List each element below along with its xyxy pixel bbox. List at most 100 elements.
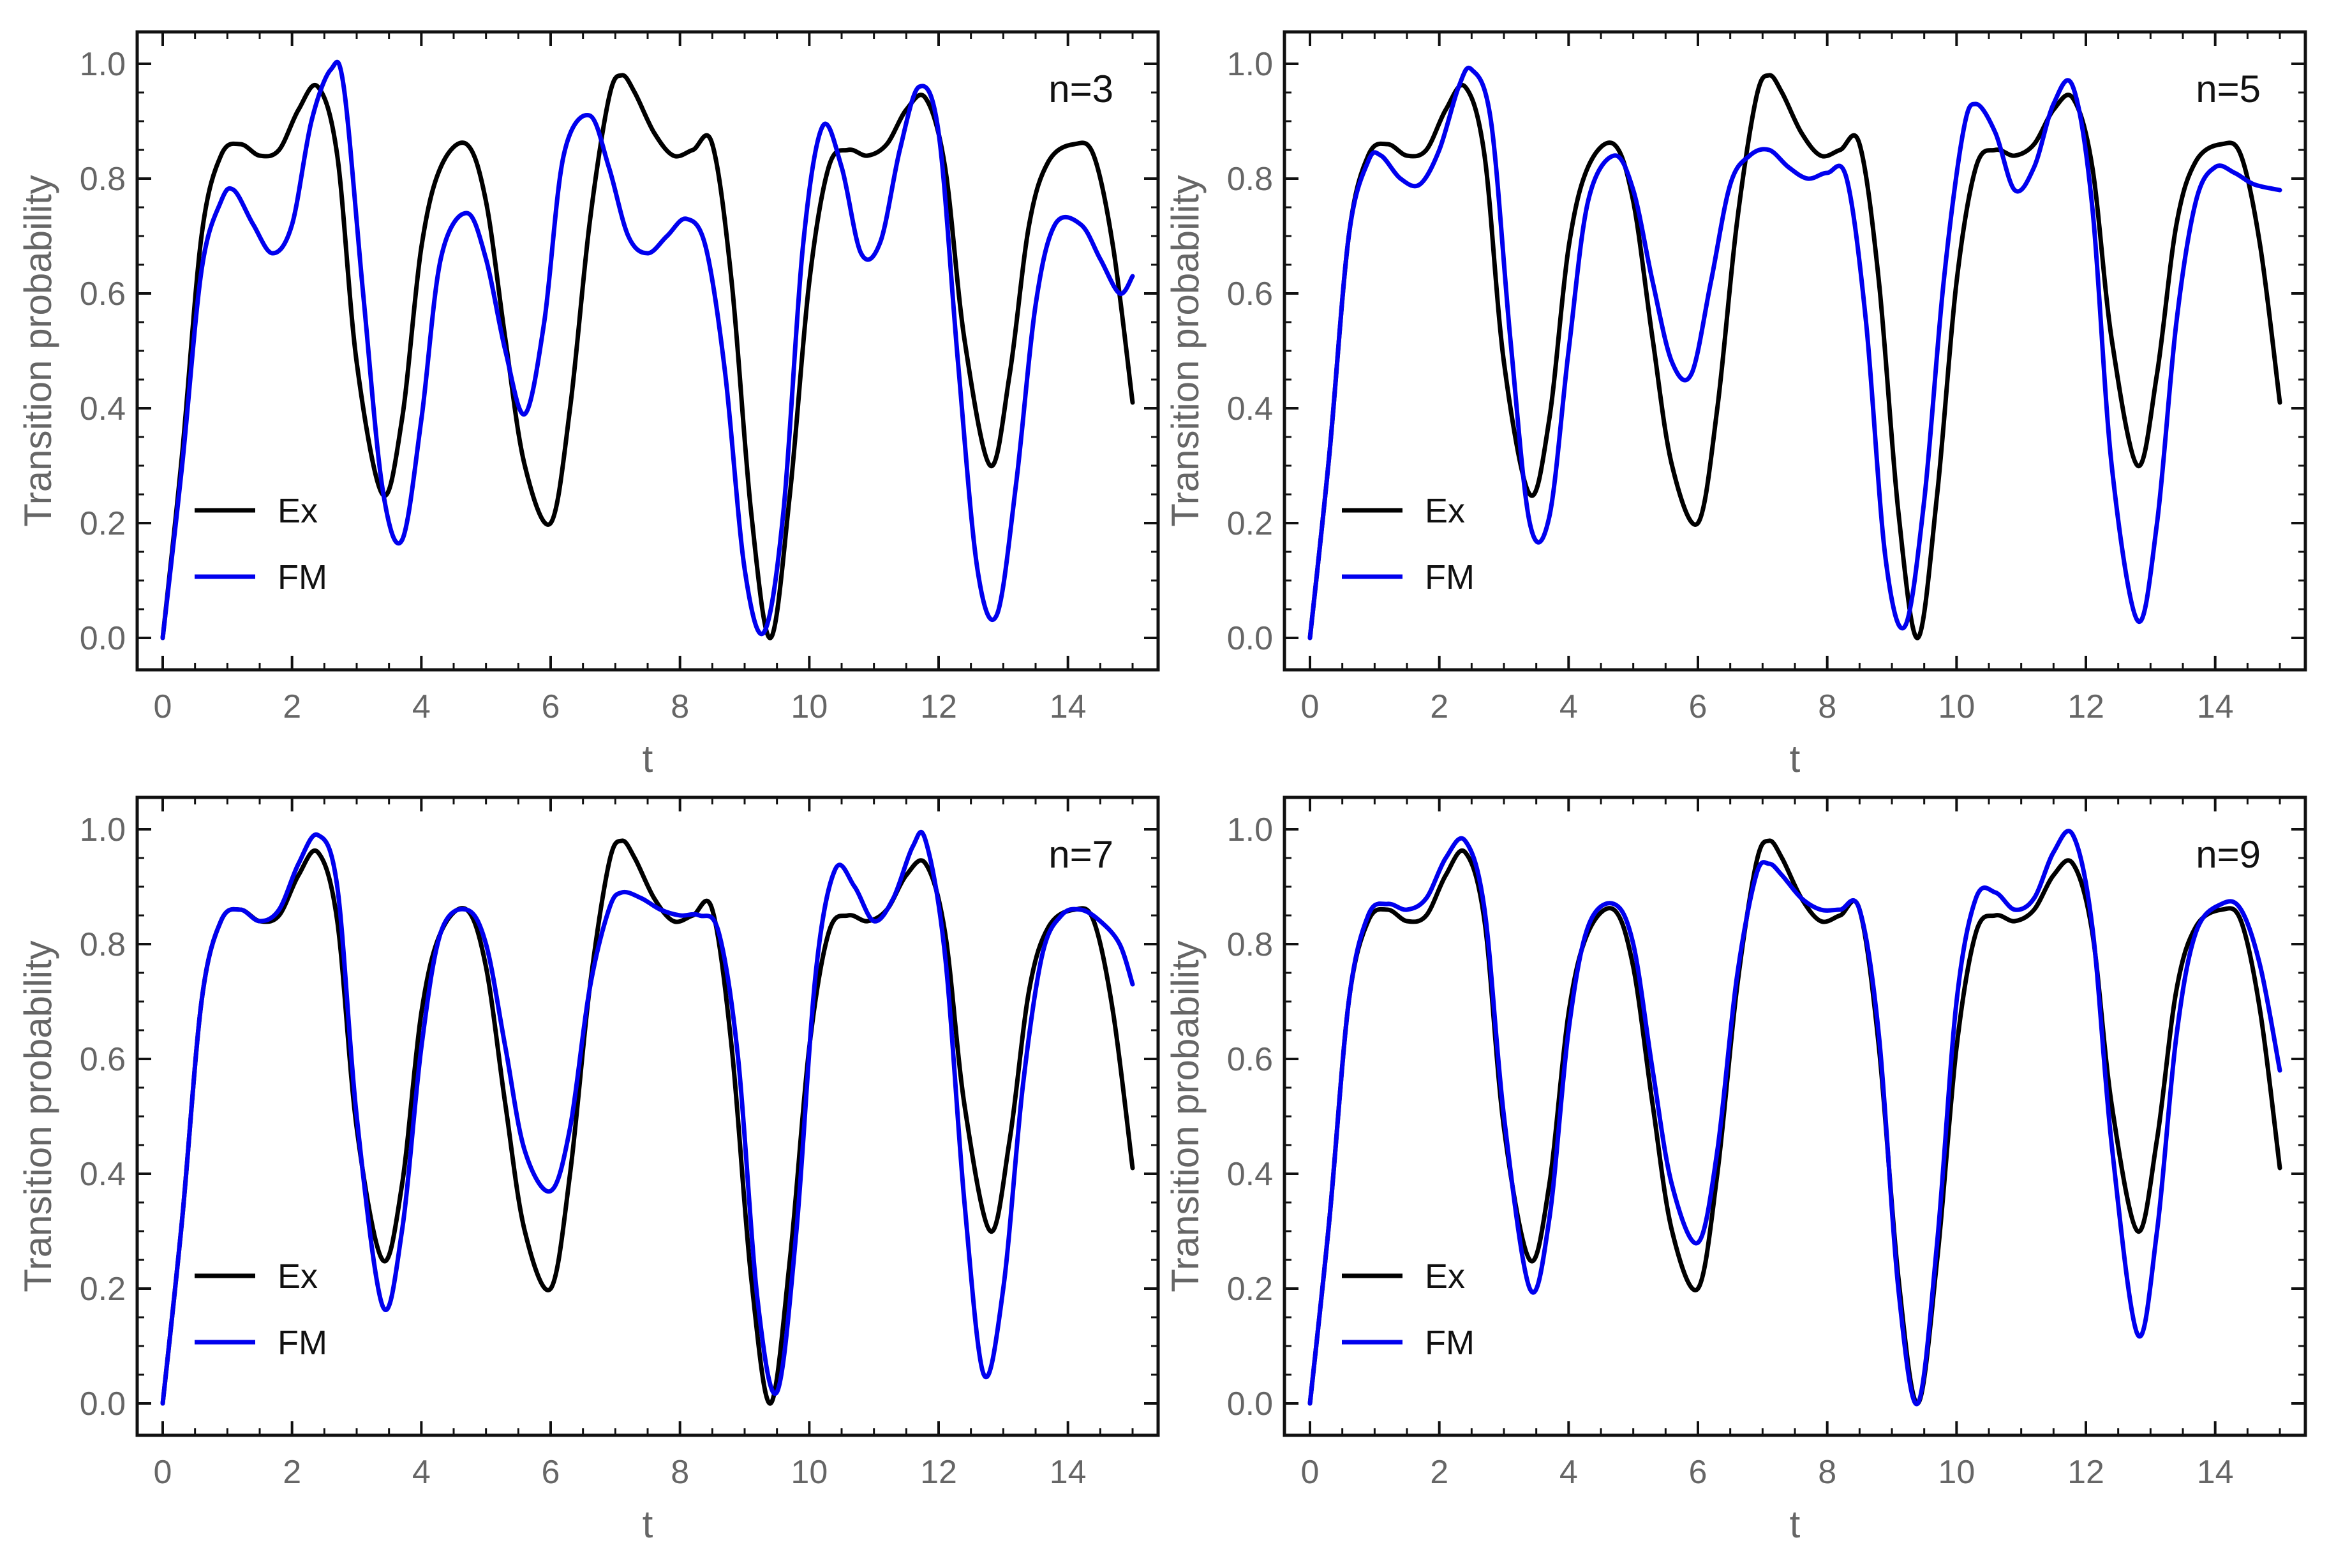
x-tick-label: 6 <box>1689 1454 1707 1491</box>
y-tick-label: 0.2 <box>80 1271 126 1308</box>
y-tick-labels: 0.0 0.2 0.4 0.6 0.8 1.0 <box>1227 811 1273 1423</box>
y-tick-label: 1.0 <box>1227 811 1273 848</box>
legend-label-ex: Ex <box>1425 492 1465 530</box>
series-line-fm <box>160 829 1135 1406</box>
y-tick-label: 1.0 <box>80 811 126 848</box>
y-tick-label: 0.4 <box>1227 1156 1273 1193</box>
x-tick-labels: 0 2 4 6 8 10 12 14 <box>154 688 1087 725</box>
y-tick-label: 0.6 <box>80 276 126 313</box>
legend-label-ex: Ex <box>278 1257 318 1296</box>
legend-label-fm: FM <box>1425 1324 1475 1362</box>
x-tick-label: 8 <box>1818 1454 1836 1491</box>
y-tick-label: 0.0 <box>1227 620 1273 657</box>
x-tick-label: 12 <box>920 688 957 725</box>
panel-label: n=7 <box>1048 833 1113 876</box>
x-tick-label: 10 <box>1938 1454 1975 1491</box>
y-tick-label: 0.6 <box>1227 276 1273 313</box>
y-axis-label: Transition probability <box>1164 940 1207 1292</box>
series-line-ex <box>1307 73 2282 640</box>
legend: Ex FM <box>195 1257 327 1362</box>
y-tick-label: 0.2 <box>1227 1271 1273 1308</box>
y-tick-label: 0.4 <box>80 390 126 427</box>
x-tick-label: 8 <box>671 1454 689 1491</box>
x-tick-label: 4 <box>412 688 431 725</box>
x-tick-label: 12 <box>2067 1454 2104 1491</box>
panel-label: n=9 <box>2196 833 2261 876</box>
x-tick-label: 6 <box>542 1454 560 1491</box>
x-tick-label: 0 <box>154 688 172 725</box>
panel-n7: 0 2 4 6 8 10 12 14 0.0 0.2 0.4 0.6 0.8 1.0 t Transit… <box>17 795 1160 1546</box>
y-tick-labels: 0.0 0.2 0.4 0.6 0.8 1.0 <box>80 46 126 657</box>
series-lines <box>160 829 1135 1406</box>
legend-label-ex: Ex <box>278 492 318 530</box>
plot-frame <box>1283 30 2307 672</box>
legend-label-fm: FM <box>278 1324 327 1362</box>
x-tick-label: 14 <box>2197 1454 2234 1491</box>
legend: Ex FM <box>1342 492 1475 596</box>
y-tick-label: 0.8 <box>80 926 126 963</box>
plot-frame <box>135 30 1160 672</box>
x-tick-label: 8 <box>1818 688 1836 725</box>
x-tick-label: 10 <box>791 688 828 725</box>
x-tick-label: 14 <box>2197 688 2234 725</box>
y-tick-label: 0.0 <box>1227 1386 1273 1423</box>
y-tick-label: 1.0 <box>1227 46 1273 83</box>
y-tick-label: 0.4 <box>80 1156 126 1193</box>
y-tick-label: 0.0 <box>80 1386 126 1423</box>
y-tick-label: 0.2 <box>1227 505 1273 542</box>
panel-label: n=5 <box>2196 68 2261 110</box>
legend: Ex FM <box>195 492 327 596</box>
y-tick-label: 0.6 <box>80 1041 126 1078</box>
series-lines <box>1307 65 2282 640</box>
x-tick-label: 0 <box>1301 1454 1320 1491</box>
legend-label-fm: FM <box>1425 558 1475 596</box>
x-tick-label: 6 <box>1689 688 1707 725</box>
series-line-fm <box>1307 65 2282 640</box>
tick-marks <box>1284 797 2305 1435</box>
y-tick-label: 0.4 <box>1227 390 1273 427</box>
x-axis-label: t <box>1790 737 1801 780</box>
x-tick-label: 10 <box>1938 688 1975 725</box>
x-tick-label: 14 <box>1050 688 1087 725</box>
x-tick-label: 4 <box>1559 688 1578 725</box>
x-tick-label: 12 <box>920 1454 957 1491</box>
panel-label: n=3 <box>1048 68 1113 110</box>
y-tick-label: 0.6 <box>1227 1041 1273 1078</box>
y-axis-label: Transition probability <box>17 940 59 1292</box>
x-tick-label: 0 <box>1301 688 1320 725</box>
x-tick-labels: 0 2 4 6 8 10 12 14 <box>1301 688 2234 725</box>
y-tick-label: 0.8 <box>80 161 126 198</box>
legend-label-ex: Ex <box>1425 1257 1465 1296</box>
y-axis-label: Transition probability <box>17 175 59 526</box>
x-tick-label: 4 <box>1559 1454 1578 1491</box>
series-line-fm <box>160 59 1135 640</box>
panel-n3: 0 2 4 6 8 10 12 14 0.0 0.2 0.4 0.6 0.8 1.0 t Transit… <box>17 30 1160 780</box>
series-line-ex <box>160 73 1135 640</box>
x-tick-labels: 0 2 4 6 8 10 12 14 <box>154 1454 1087 1491</box>
y-tick-labels: 0.0 0.2 0.4 0.6 0.8 1.0 <box>1227 46 1273 657</box>
plot-frame <box>135 795 1160 1437</box>
plot-frame <box>1283 795 2307 1437</box>
legend: Ex FM <box>1342 1257 1475 1362</box>
x-tick-label: 0 <box>154 1454 172 1491</box>
y-tick-label: 0.0 <box>80 620 126 657</box>
x-axis-label: t <box>1790 1503 1801 1546</box>
x-axis-label: t <box>643 1503 653 1546</box>
y-tick-label: 0.8 <box>1227 926 1273 963</box>
legend-label-fm: FM <box>278 558 327 596</box>
series-line-ex <box>160 838 1135 1406</box>
y-tick-label: 1.0 <box>80 46 126 83</box>
x-tick-label: 6 <box>542 688 560 725</box>
y-tick-label: 0.2 <box>80 505 126 542</box>
panel-n9: 0 2 4 6 8 10 12 14 0.0 0.2 0.4 0.6 0.8 1.0 t Transit… <box>1164 795 2307 1546</box>
series-line-fm <box>1307 829 2282 1407</box>
x-tick-label: 10 <box>791 1454 828 1491</box>
y-tick-labels: 0.0 0.2 0.4 0.6 0.8 1.0 <box>80 811 126 1423</box>
x-tick-label: 8 <box>671 688 689 725</box>
x-tick-label: 14 <box>1050 1454 1087 1491</box>
y-tick-label: 0.8 <box>1227 161 1273 198</box>
series-lines <box>160 59 1135 640</box>
series-lines <box>1307 829 2282 1407</box>
x-tick-labels: 0 2 4 6 8 10 12 14 <box>1301 1454 2234 1491</box>
